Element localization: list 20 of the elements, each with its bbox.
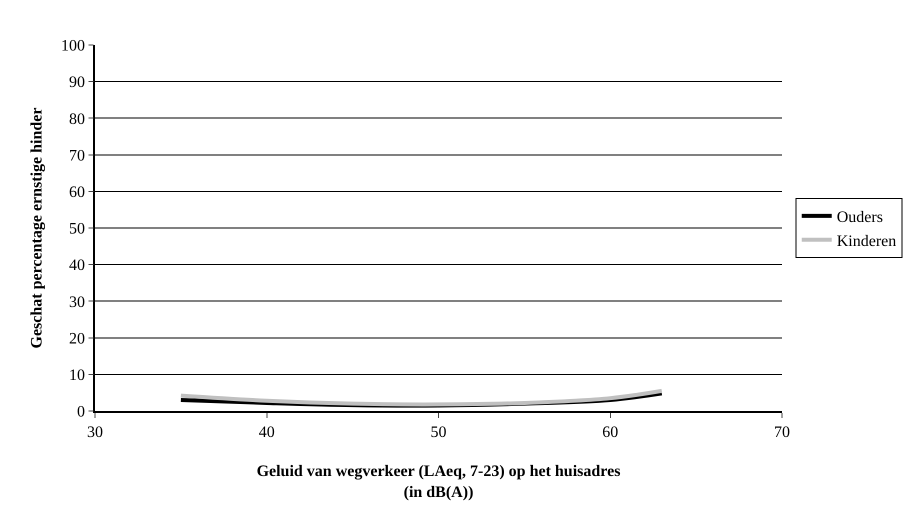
y-tick-label: 0	[77, 404, 86, 421]
x-tick-label: 40	[258, 424, 275, 441]
legend-label: Kinderen	[836, 232, 896, 250]
y-tick-label: 10	[69, 367, 86, 384]
y-tick-label: 40	[69, 257, 86, 274]
y-tick-label: 80	[69, 110, 86, 128]
x-tick-label: 50	[430, 424, 446, 441]
y-tick-label: 70	[69, 147, 86, 164]
x-axis-title: Geluid van wegverkeer (LAeq, 7-23) op het huisadres (in dB(A))	[256, 463, 620, 501]
y-tick-label: 100	[61, 38, 86, 55]
x-tick-label: 70	[774, 424, 790, 441]
y-tick-label: 30	[69, 294, 86, 311]
y-tick-label: 50	[69, 220, 86, 238]
x-tick-label: 30	[87, 424, 103, 441]
legend-label: Ouders	[836, 209, 883, 226]
y-tick-label: 90	[69, 74, 86, 92]
x-tick-label: 60	[602, 424, 618, 441]
y-tick-label: 20	[69, 330, 86, 348]
y-axis-title: Geschat percentage ernstige hinder	[28, 108, 46, 348]
y-tick-label: 60	[69, 184, 86, 201]
